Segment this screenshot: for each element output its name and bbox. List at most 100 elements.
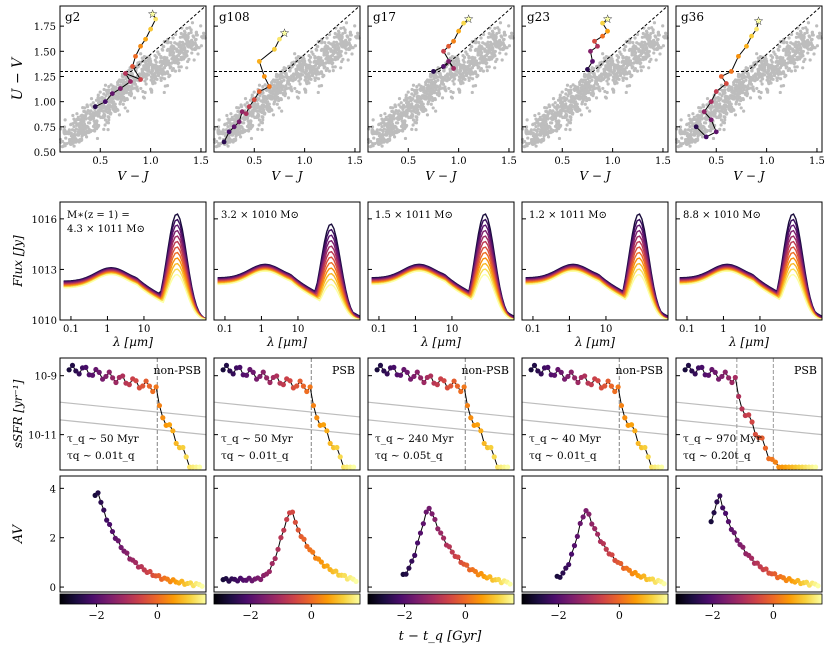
uvj-cloud-point bbox=[532, 141, 536, 146]
uvj-cloud-point bbox=[525, 141, 529, 146]
uvj-cloud-point bbox=[228, 121, 232, 125]
uvj-cloud-point bbox=[399, 101, 403, 105]
uvj-cloud-point bbox=[461, 72, 465, 76]
uvj-cloud-point bbox=[616, 55, 621, 59]
uvj-cloud-point bbox=[452, 82, 456, 86]
uvj-cloud-point bbox=[467, 55, 471, 59]
uvj-cloud-point bbox=[645, 47, 649, 51]
uvj-cloud-point bbox=[458, 68, 462, 72]
uvj-cloud-point bbox=[257, 118, 262, 122]
uvj-cloud-point bbox=[409, 97, 413, 101]
uvj-cloud-point bbox=[568, 103, 572, 107]
ssfr-point bbox=[488, 444, 494, 451]
uvj-cloud-point bbox=[732, 97, 736, 101]
uvj-cloud-point bbox=[478, 61, 482, 65]
uvj-cloud-point bbox=[141, 75, 146, 79]
uvj-cloud-point bbox=[314, 47, 318, 51]
uvj-cloud-point bbox=[455, 69, 459, 73]
uvj-cloud-point bbox=[575, 102, 579, 106]
uvj-cloud-point bbox=[803, 31, 807, 36]
uvj-cloud-point bbox=[251, 104, 255, 108]
uvj-cloud-point bbox=[679, 141, 683, 146]
uvj-cloud-point bbox=[275, 102, 279, 106]
uvj-cloud-point bbox=[323, 50, 328, 54]
uvj-cloud-point bbox=[170, 68, 174, 73]
uvj-cloud-point bbox=[436, 85, 440, 90]
uvj-cloud-point bbox=[765, 88, 769, 93]
uvj-cloud-point bbox=[486, 40, 490, 44]
uvj-cloud-point bbox=[126, 109, 130, 113]
uvj-cloud-point bbox=[85, 124, 89, 129]
uvj-cloud-point bbox=[348, 43, 352, 47]
uvj-ytick-label: 0.75 bbox=[34, 123, 56, 134]
uvj-cloud-point bbox=[82, 122, 87, 126]
uvj-cloud-point bbox=[485, 52, 489, 56]
uvj-cloud-point bbox=[173, 32, 178, 37]
uvj-cloud-point bbox=[752, 74, 756, 78]
uvj-cloud-point bbox=[218, 131, 223, 136]
uvj-cloud-point bbox=[639, 52, 643, 56]
uvj-cloud-point bbox=[584, 95, 588, 99]
uvj-cloud-point bbox=[639, 69, 643, 73]
uvj-cloud-point bbox=[174, 47, 178, 51]
uvj-cloud-point bbox=[766, 68, 770, 72]
uvj-cloud-point bbox=[713, 111, 717, 115]
uvj-cloud-point bbox=[547, 124, 551, 129]
uvj-cloud-point bbox=[171, 57, 175, 61]
uvj-cloud-point bbox=[466, 65, 470, 69]
uvj-cloud-point bbox=[97, 111, 101, 115]
ssfr-frame bbox=[213, 357, 361, 471]
sed-frame bbox=[59, 201, 207, 321]
uvj-cloud-point bbox=[72, 125, 76, 129]
uvj-cloud-point bbox=[644, 42, 648, 46]
uvj-cloud-point bbox=[678, 128, 682, 132]
uvj-cloud-point bbox=[159, 76, 163, 80]
uvj-cloud-point bbox=[564, 92, 568, 96]
uvj-cloud-point bbox=[304, 68, 308, 72]
ssfr-point bbox=[377, 362, 384, 369]
uvj-cloud-point bbox=[83, 127, 88, 131]
uvj-cloud-point bbox=[560, 90, 564, 94]
ssfr-threshold-line bbox=[521, 401, 669, 418]
uvj-cloud-point bbox=[656, 47, 660, 51]
sed-xtick-label: 10 bbox=[754, 324, 767, 335]
uvj-cloud-point bbox=[256, 127, 260, 131]
uvj-cloud-point bbox=[107, 118, 111, 122]
uvj-galaxy-label: g36 bbox=[681, 10, 704, 24]
uvj-cloud-point bbox=[782, 41, 786, 45]
uvj-cloud-point bbox=[624, 90, 628, 95]
uvj-cloud-point bbox=[701, 129, 705, 133]
uvj-cloud-point bbox=[256, 115, 260, 119]
uvj-cloud-point bbox=[470, 44, 474, 49]
uvj-cloud-point bbox=[393, 111, 397, 115]
uvj-cloud-point bbox=[98, 96, 103, 100]
uvj-cloud-point bbox=[522, 139, 527, 144]
ssfr-point bbox=[314, 415, 320, 421]
uvj-cloud-point bbox=[550, 112, 554, 116]
uvj-cloud-point bbox=[676, 144, 680, 149]
uvj-cloud-point bbox=[452, 61, 456, 65]
uvj-cloud-point bbox=[457, 88, 461, 93]
uvj-cloud-point bbox=[272, 102, 276, 106]
uvj-cloud-point bbox=[308, 64, 312, 69]
uvj-cloud-point bbox=[696, 132, 700, 136]
uvj-cloud-point bbox=[721, 90, 725, 94]
uvj-cloud-point bbox=[426, 83, 430, 87]
sed-xlabel: λ [µm] bbox=[574, 335, 615, 349]
uvj-xtick-label: 1.0 bbox=[605, 156, 621, 167]
uvj-cloud-point bbox=[83, 106, 87, 110]
uvj-cloud-point bbox=[790, 47, 794, 51]
uvj-cloud-point bbox=[795, 57, 800, 62]
uvj-cloud-point bbox=[641, 57, 646, 62]
ssfr-point bbox=[572, 375, 578, 381]
uvj-cloud-point bbox=[417, 111, 421, 115]
ssfr-point bbox=[628, 422, 635, 428]
uvj-cloud-point bbox=[284, 67, 288, 71]
uvj-cloud-point bbox=[324, 61, 328, 65]
uvj-cloud-point bbox=[686, 141, 690, 146]
ssfr-point bbox=[461, 384, 467, 390]
uvj-xtick-label: 1.5 bbox=[193, 156, 209, 167]
uvj-ytick-label: 1.75 bbox=[34, 22, 56, 33]
uvj-cloud-point bbox=[323, 40, 327, 45]
uvj-point bbox=[246, 104, 252, 110]
